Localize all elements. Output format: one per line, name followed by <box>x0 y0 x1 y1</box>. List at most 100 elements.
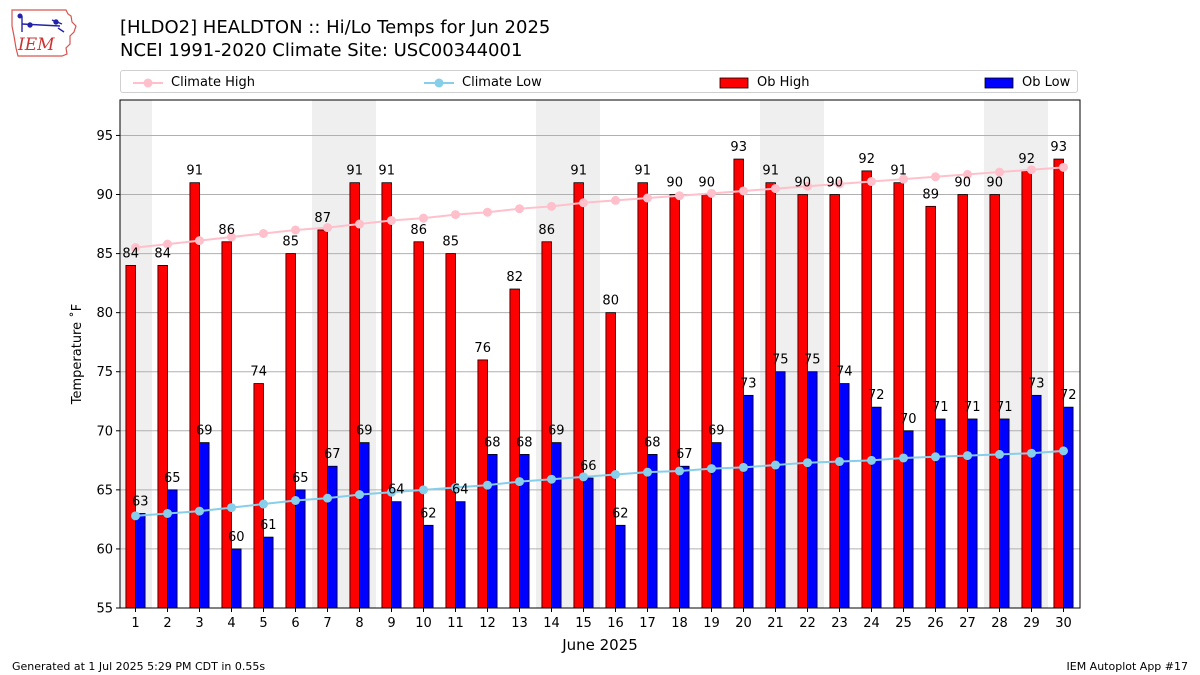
climate-low-point-29 <box>1027 448 1036 458</box>
ob-low-bar-16 <box>615 524 626 609</box>
ob-high-bar-22 <box>797 194 808 609</box>
legend: Climate High Climate Low Ob High Ob Low <box>120 70 1078 93</box>
x-tick-label-16: 16 <box>607 616 624 631</box>
x-tick-label-26: 26 <box>927 616 944 631</box>
x-tick-label-28: 28 <box>991 616 1008 631</box>
climate-high-point-3 <box>195 236 204 246</box>
legend-label-ob-low: Ob Low <box>1022 75 1071 90</box>
climate-high-line-icon <box>133 78 163 87</box>
ob-low-value-label-22: 75 <box>804 353 821 368</box>
x-tick-label-7: 7 <box>323 616 331 631</box>
y-tick-label-95: 95 <box>96 129 113 144</box>
ob-high-bar-19 <box>701 194 712 609</box>
climate-low-point-17 <box>643 467 652 477</box>
ob-low-bar-15 <box>583 477 594 609</box>
ob-high-bar-23 <box>829 194 840 609</box>
ob-high-value-label-15: 91 <box>570 164 587 179</box>
climate-low-point-24 <box>867 455 876 465</box>
climate-high-point-14 <box>547 201 556 211</box>
ob-low-value-label-6: 65 <box>292 471 309 486</box>
grid-lines <box>120 134 1080 550</box>
x-tick-label-27: 27 <box>959 616 976 631</box>
ob-low-swatch-icon <box>984 77 1014 88</box>
ob-high-bar-30 <box>1053 158 1064 609</box>
ob-high-bar-15 <box>573 182 584 609</box>
climate-low-point-22 <box>803 458 812 468</box>
ob-high-bar-17 <box>637 182 648 609</box>
ob-high-bar-5 <box>253 383 264 609</box>
x-tick-label-10: 10 <box>415 616 432 631</box>
x-tick-label-8: 8 <box>355 616 363 631</box>
ob-high-value-label-19: 90 <box>698 176 715 191</box>
x-tick-label-2: 2 <box>163 616 171 631</box>
app-credit: IEM Autoplot App #17 <box>1066 660 1189 673</box>
ob-high-value-label-10: 86 <box>410 223 427 238</box>
ob-low-value-label-1: 63 <box>132 494 149 509</box>
chart-subtitle: NCEI 1991-2020 Climate Site: USC00344001 <box>120 40 523 61</box>
ob-low-value-label-29: 73 <box>1028 376 1045 391</box>
climate-high-point-29 <box>1027 165 1036 175</box>
ob-high-bar-11 <box>445 253 456 609</box>
x-tick-label-1: 1 <box>131 616 139 631</box>
ob-low-bar-21 <box>775 371 786 609</box>
ob-low-bar-8 <box>359 442 370 609</box>
ob-low-bar-1 <box>135 513 146 609</box>
ob-low-bar-4 <box>231 548 242 609</box>
chart-title: [HLDO2] HEALDTON :: Hi/Lo Temps for Jun … <box>120 17 551 38</box>
ob-high-value-label-17: 91 <box>634 164 651 179</box>
ob-high-bar-4 <box>221 241 232 609</box>
climate-low-point-18 <box>675 466 684 476</box>
legend-item-ob-low: Ob Low <box>984 71 1070 94</box>
ob-high-value-label-25: 91 <box>890 164 907 179</box>
x-tick-label-19: 19 <box>703 616 720 631</box>
climate-high-point-16 <box>611 195 620 205</box>
climate-low-point-4 <box>227 503 236 513</box>
ob-high-bar-10 <box>413 241 424 609</box>
climate-high-point-17 <box>643 193 652 203</box>
climate-low-line <box>135 449 1064 517</box>
ob-low-bar-26 <box>935 418 946 609</box>
ob-high-value-label-28: 90 <box>986 176 1003 191</box>
climate-high-point-23 <box>835 179 844 189</box>
x-tick-label-23: 23 <box>831 616 848 631</box>
ob-low-value-label-3: 69 <box>196 424 213 439</box>
climate-low-point-12 <box>483 480 492 490</box>
x-tick-label-22: 22 <box>799 616 816 631</box>
x-axis-label: June 2025 <box>561 636 638 654</box>
x-tick-label-3: 3 <box>195 616 203 631</box>
y-tick-label-60: 60 <box>96 542 113 557</box>
x-tick-label-6: 6 <box>291 616 299 631</box>
ob-high-value-label-8: 91 <box>346 164 363 179</box>
ob-low-value-label-15: 66 <box>580 459 597 474</box>
climate-low-point-30 <box>1059 446 1068 456</box>
ob-low-bar-6 <box>295 489 306 609</box>
climate-low-point-25 <box>899 453 908 463</box>
climate-high-point-7 <box>323 223 332 233</box>
ob-high-value-label-5: 74 <box>250 365 267 380</box>
ob-low-value-label-26: 71 <box>932 400 949 415</box>
climate-high-point-11 <box>451 210 460 220</box>
climate-high-point-25 <box>899 174 908 184</box>
climate-high-point-20 <box>739 186 748 196</box>
climate-low-point-13 <box>515 477 524 487</box>
legend-item-ob-high: Ob High <box>719 71 810 94</box>
ob-high-value-label-23: 90 <box>826 176 843 191</box>
climate-high-point-18 <box>675 191 684 201</box>
climate-high-point-8 <box>355 219 364 229</box>
ob-high-bar-8 <box>349 182 360 609</box>
climate-low-point-15 <box>579 472 588 482</box>
x-tick-label-12: 12 <box>479 616 496 631</box>
y-tick-label-65: 65 <box>96 483 113 498</box>
ob-low-bar-9 <box>391 501 402 609</box>
climate-low-line-icon <box>424 78 454 87</box>
ob-low-bar-17 <box>647 454 658 609</box>
weather-station-icon <box>17 13 65 33</box>
ob-low-value-label-18: 67 <box>676 447 693 462</box>
climate-low-point-11 <box>451 482 460 492</box>
ob-low-bar-7 <box>327 465 338 609</box>
climate-low-point-5 <box>259 499 268 509</box>
ob-high-value-label-29: 92 <box>1018 152 1035 167</box>
legend-label-climate-low: Climate Low <box>462 75 542 90</box>
ob-high-value-label-18: 90 <box>666 176 683 191</box>
ob-low-value-label-20: 73 <box>740 376 757 391</box>
